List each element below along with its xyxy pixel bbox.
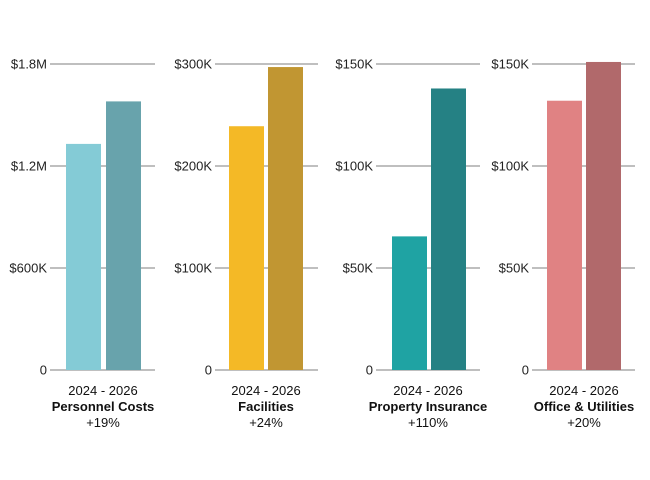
y-tick-label: 0 bbox=[522, 363, 529, 378]
y-tick-label: 0 bbox=[366, 363, 373, 378]
bar-2024 bbox=[392, 236, 427, 370]
y-tick-label: $150K bbox=[335, 57, 373, 72]
y-tick-label: $300K bbox=[174, 57, 212, 72]
bar-2024 bbox=[229, 126, 264, 370]
change-label: +24% bbox=[249, 415, 283, 430]
y-tick-label: $50K bbox=[343, 261, 374, 276]
y-tick-label: 0 bbox=[205, 363, 212, 378]
period-label: 2024 - 2026 bbox=[68, 383, 137, 398]
y-tick-label: $100K bbox=[491, 159, 529, 174]
bar-2026 bbox=[268, 67, 303, 370]
panel-title: Facilities bbox=[238, 399, 294, 414]
chart-panel-2: 0 $100K $200K $300K 2024 - 2026Facilities+24… bbox=[174, 57, 318, 430]
y-tick-label: $100K bbox=[174, 261, 212, 276]
y-tick-label: 0 bbox=[40, 363, 47, 378]
y-tick-label: $600K bbox=[9, 261, 47, 276]
change-label: +20% bbox=[567, 415, 601, 430]
y-tick-label: $50K bbox=[499, 261, 530, 276]
y-tick-label: $150K bbox=[491, 57, 529, 72]
change-label: +19% bbox=[86, 415, 120, 430]
y-tick-label: $1.2M bbox=[11, 159, 47, 174]
y-tick-label: $100K bbox=[335, 159, 373, 174]
bar-2024 bbox=[547, 100, 582, 370]
change-label: +110% bbox=[408, 415, 448, 430]
period-label: 2024 - 2026 bbox=[393, 383, 462, 398]
bar-2024 bbox=[66, 143, 101, 370]
bar-2026 bbox=[586, 61, 621, 371]
panel-title: Personnel Costs bbox=[52, 399, 155, 414]
y-tick-label: $1.8M bbox=[11, 57, 47, 72]
panel-title: Property Insurance bbox=[369, 399, 488, 414]
bar-2026 bbox=[431, 88, 466, 370]
panel-title: Office & Utilities bbox=[534, 399, 634, 414]
period-label: 2024 - 2026 bbox=[231, 383, 300, 398]
y-tick-label: $200K bbox=[174, 159, 212, 174]
bar-2026 bbox=[106, 101, 141, 371]
period-label: 2024 - 2026 bbox=[549, 383, 618, 398]
